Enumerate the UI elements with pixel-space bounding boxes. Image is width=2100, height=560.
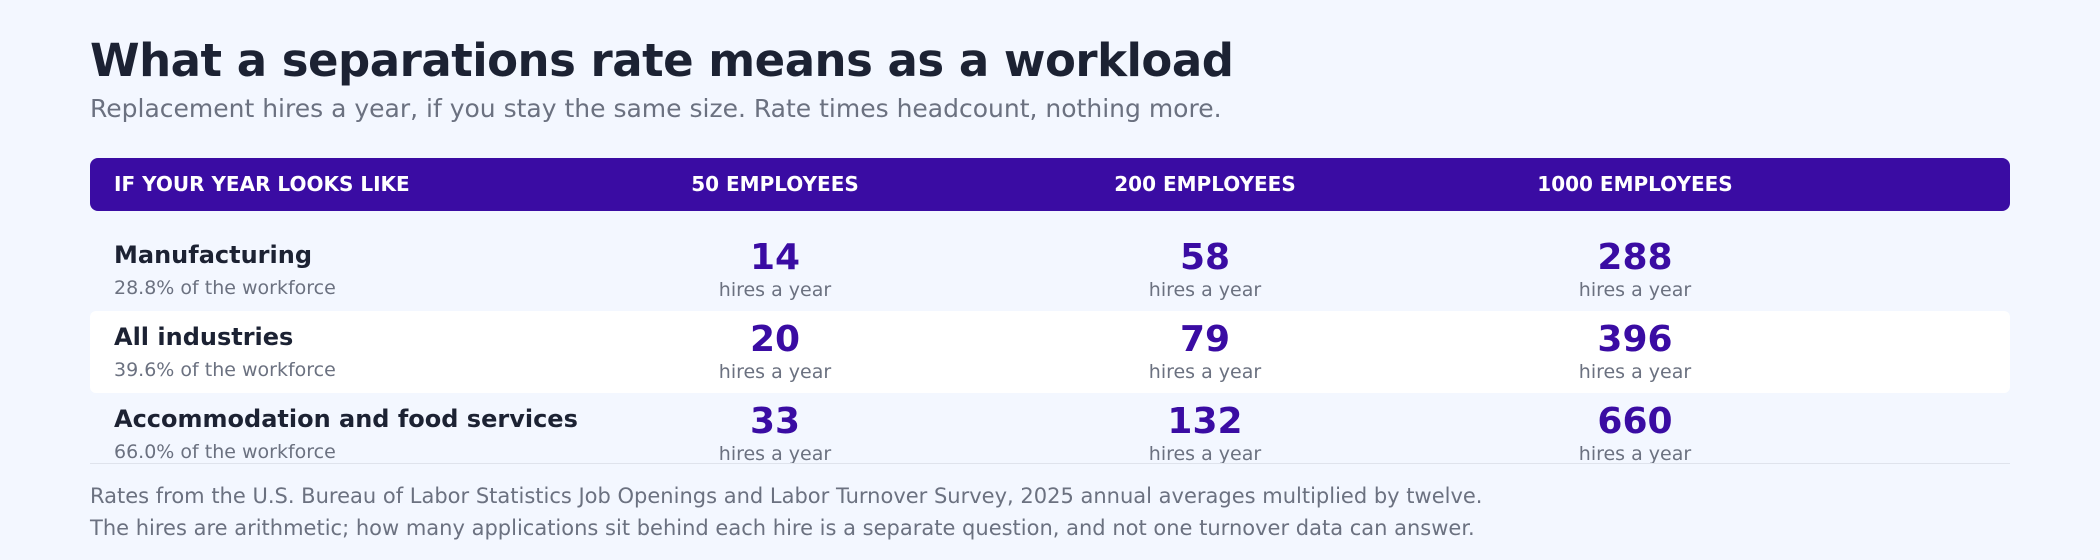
caveat-note: The hires are arithmetic; how many appli… (90, 516, 1475, 540)
cell-200: 79 hires a year (1025, 319, 1385, 383)
page-title: What a separations rate means as a workl… (90, 34, 1234, 87)
header-50-employees: 50 employees (691, 172, 859, 196)
hires-value: 58 (1179, 237, 1231, 278)
header-1000-employees: 1000 employees (1537, 172, 1733, 196)
source-note: Rates from the U.S. Bureau of Labor Stat… (90, 484, 1483, 508)
table-row-manufacturing: Manufacturing 28.8% of the workforce 14 … (90, 229, 2010, 311)
table-row-accommodation-food: Accommodation and food services 66.0% of… (90, 393, 2010, 464)
cell-1000: 660 hires a year (1455, 401, 1815, 464)
hires-unit: hires a year (1148, 361, 1262, 383)
hires-value: 33 (749, 401, 801, 442)
hires-unit: hires a year (1578, 361, 1692, 383)
hires-value: 660 (1597, 401, 1673, 442)
table-row-all-industries: All industries 39.6% of the workforce 20… (90, 311, 2010, 393)
header-200-employees: 200 employees (1114, 172, 1296, 196)
industry-share: 66.0% of the workforce (114, 441, 336, 463)
cell-50: 20 hires a year (595, 319, 955, 383)
cell-1000: 288 hires a year (1455, 237, 1815, 301)
hires-unit: hires a year (1148, 443, 1262, 464)
hires-value: 79 (1179, 319, 1231, 360)
industry-name: Manufacturing (114, 241, 312, 269)
industry-name: All industries (114, 323, 294, 351)
industry-share: 39.6% of the workforce (114, 359, 336, 381)
hires-value: 14 (749, 237, 801, 278)
hires-unit: hires a year (1148, 279, 1262, 301)
cell-50: 14 hires a year (595, 237, 955, 301)
cell-1000: 396 hires a year (1455, 319, 1815, 383)
hires-value: 288 (1597, 237, 1673, 278)
hires-unit: hires a year (1578, 443, 1692, 464)
hires-unit: hires a year (718, 361, 832, 383)
hires-value: 396 (1597, 319, 1673, 360)
hires-unit: hires a year (718, 443, 832, 464)
industry-share: 28.8% of the workforce (114, 277, 336, 299)
table-header: If your year looks like 50 employees 200… (90, 158, 2010, 211)
hires-value: 132 (1167, 401, 1243, 442)
cell-200: 58 hires a year (1025, 237, 1385, 301)
cell-50: 33 hires a year (595, 401, 955, 464)
cell-200: 132 hires a year (1025, 401, 1385, 464)
header-scenario: If your year looks like (114, 172, 410, 196)
page-subtitle: Replacement hires a year, if you stay th… (90, 94, 1222, 123)
hires-unit: hires a year (718, 279, 832, 301)
hires-unit: hires a year (1578, 279, 1692, 301)
industry-name: Accommodation and food services (114, 405, 578, 433)
hires-value: 20 (749, 319, 801, 360)
